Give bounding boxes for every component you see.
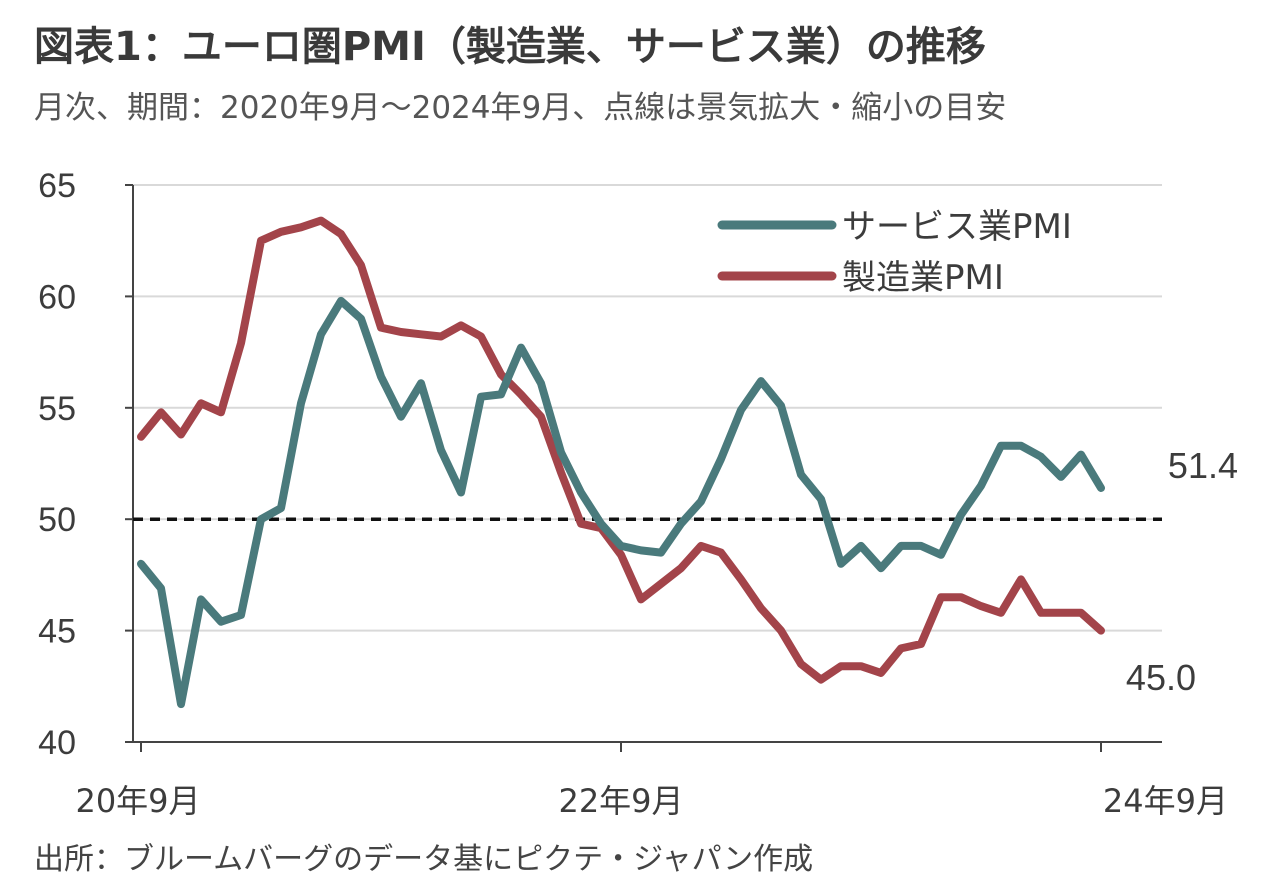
grid-layer	[125, 184, 1162, 743]
axis-layer	[132, 185, 1162, 743]
y-tick-label-50: 50	[38, 501, 76, 539]
y-tick-labels: 40 45 50 55 60 65	[38, 167, 76, 762]
end-label-manufacturing: 45.0	[1126, 657, 1196, 698]
x-tick-label-2: 24年9月	[1103, 782, 1228, 820]
end-labels: 51.4 45.0	[1126, 445, 1238, 698]
series-line-manufacturing	[137, 216, 1105, 684]
source-note: 出所：ブルームバーグのデータ基にピクテ・ジャパン作成	[34, 842, 814, 877]
series-line-services	[137, 296, 1105, 709]
chart-subtitle: 月次、期間：2020年9月～2024年9月、点線は景気拡大・縮小の目安	[34, 90, 1007, 126]
y-tick-label-55: 55	[38, 390, 76, 428]
end-label-services: 51.4	[1168, 445, 1238, 486]
legend-label-manufacturing: 製造業PMI	[842, 258, 1004, 298]
legend: サービス業PMI 製造業PMI	[717, 207, 1072, 298]
x-tick-label-0: 20年9月	[75, 782, 200, 820]
y-tick-label-45: 45	[38, 613, 76, 651]
y-tick-label-60: 60	[38, 278, 76, 316]
x-tick-label-1: 22年9月	[558, 782, 683, 820]
chart-title: 図表1：ユーロ圏PMI（製造業、サービス業）の推移	[34, 24, 986, 70]
y-tick-label-65: 65	[38, 167, 76, 205]
series-layer	[137, 216, 1105, 709]
legend-label-services: サービス業PMI	[842, 207, 1072, 247]
x-tick-labels: 20年9月 22年9月 24年9月	[75, 742, 1228, 820]
y-tick-label-40: 40	[38, 724, 76, 762]
